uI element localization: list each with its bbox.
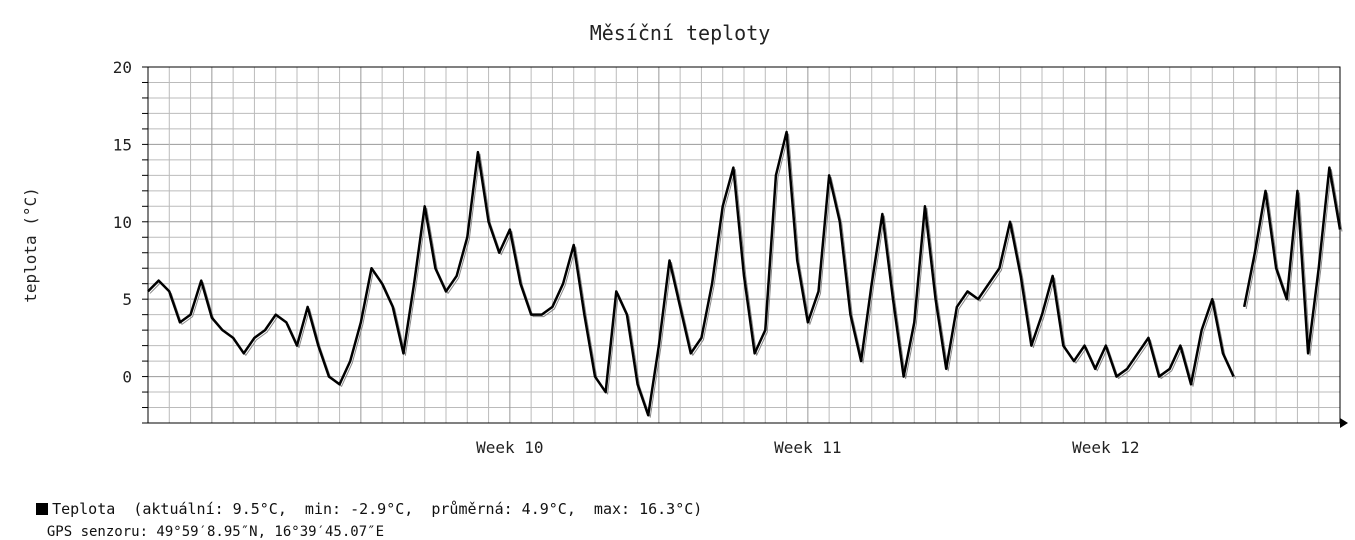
legend-series-name: Teplota [52, 500, 116, 518]
gps-text: GPS senzoru: 49°59′8.95″N, 16°39′45.07″E [46, 524, 385, 540]
x-tick-labels: Week 10 Week 11 Week 12 [476, 438, 1139, 457]
series-lines [147, 130, 1343, 418]
series-shadow-line [1245, 169, 1343, 356]
legend-swatch-icon [36, 503, 49, 515]
y-tick-labels: 0 5 10 15 20 [113, 58, 132, 387]
plot-frame [147, 66, 1341, 424]
x-axis-arrow-icon [1340, 418, 1348, 428]
y-tick-label: 20 [113, 58, 132, 77]
x-tick-label: Week 11 [774, 438, 841, 457]
y-tick-label: 10 [113, 213, 132, 232]
y-axis-label: teplota (°C) [21, 187, 40, 303]
series-line-teplota [1242, 166, 1342, 355]
gps-info: GPS senzoru: 49°59′8.95″N, 16°39′45.07″E [30, 508, 384, 540]
legend: Teplota (aktuální: 9.5°C, min: -2.9°C, p… [18, 482, 702, 518]
legend-stats: (aktuální: 9.5°C, min: -2.9°C, průměrná:… [133, 500, 703, 518]
temperature-chart: Měsíční teploty teplota (°C) 0 5 10 15 20 We… [21, 21, 1348, 457]
y-tick-label: 0 [122, 368, 132, 387]
series-line-teplota [147, 130, 1235, 417]
y-tick-label: 15 [113, 135, 132, 154]
chart-title: Měsíční teploty [590, 21, 771, 45]
y-tick-label: 5 [122, 290, 132, 309]
x-tick-label: Week 10 [476, 438, 543, 457]
x-tick-label: Week 12 [1072, 438, 1139, 457]
series-shadow-line [149, 133, 1237, 418]
